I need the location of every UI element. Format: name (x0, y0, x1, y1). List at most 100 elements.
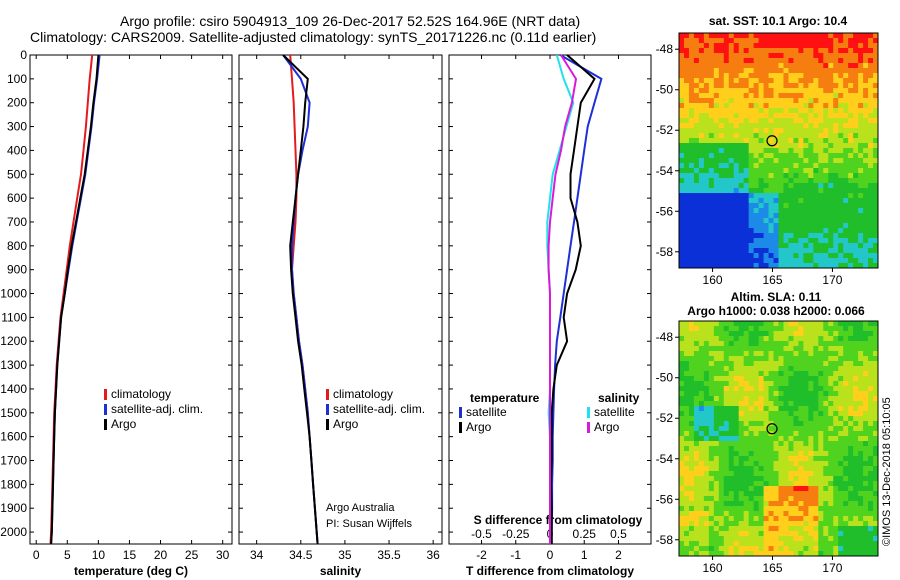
x2-axis-label: S difference from climatology (474, 513, 643, 527)
map-frame (678, 32, 879, 269)
map-raster (679, 33, 878, 268)
difference-profile: -2 -1 0 1 2 T difference from climatology S di… (448, 54, 652, 578)
map-y-tick-label: -52 (656, 123, 674, 137)
x2-tick-label: -0.25 (502, 527, 530, 541)
legend-swatch (326, 419, 329, 430)
y-tick-label: 1300 (0, 358, 27, 372)
sla-map-title: Altim. SLA: 0.11 (731, 290, 822, 304)
x2-tick-label: 0.25 (573, 527, 597, 541)
x-tick-label: 2 (615, 548, 622, 562)
legend-swatch (587, 407, 590, 418)
series-argo (50, 54, 100, 545)
map-x-tick-label: 160 (703, 561, 723, 575)
temperature-profile: 0100200300400500600700800900100011001200… (0, 48, 233, 578)
map-y-tick-label: -48 (656, 330, 674, 344)
legend-label: Argo (111, 417, 137, 431)
series-satellite-adj-clim- (50, 54, 101, 545)
y-tick-label: 1600 (0, 430, 27, 444)
x-tick-label: 1 (581, 548, 588, 562)
legend-label: climatology (111, 387, 171, 401)
map-y-tick-label: -50 (656, 371, 674, 385)
map-x-tick-label: 165 (762, 273, 782, 287)
map-x-tick-label: 165 (762, 561, 782, 575)
legend-label: Argo (594, 420, 620, 434)
x-tick-label: 25 (185, 548, 199, 562)
x-tick-label: 20 (154, 548, 168, 562)
y-tick-label: 1700 (0, 454, 27, 468)
legend-swatch (459, 422, 462, 433)
legend-swatch (104, 389, 107, 400)
y-tick-label: 1400 (0, 382, 27, 396)
x-tick-label: 5 (64, 548, 71, 562)
x-tick-label: 0 (547, 548, 554, 562)
y-tick-label: 2000 (0, 525, 27, 539)
x-axis-label: temperature (deg C) (74, 564, 188, 578)
map-y-tick-label: -54 (656, 452, 674, 466)
map-raster (679, 321, 878, 556)
map-frame (678, 320, 879, 557)
y-tick-label: 1000 (0, 287, 27, 301)
y-tick-label: 1900 (0, 501, 27, 515)
x-tick-label: 0 (33, 548, 40, 562)
x-tick-label: -2 (476, 548, 487, 562)
x2-tick-label: 0.5 (610, 527, 627, 541)
x-axis-label: T difference from climatology (466, 564, 634, 578)
credit-line1: Argo Australia (326, 502, 395, 514)
sla-map: 160 165 170 -48 -50 -52 -54 -56 -58 Altim. SLA: 0… (656, 290, 879, 575)
legend-label: satellite (466, 405, 507, 419)
x-tick-label: -1 (510, 548, 521, 562)
y-tick-label: 1100 (1, 310, 27, 324)
x-tick-label: 36 (426, 548, 440, 562)
map-y-tick-label: -52 (656, 411, 674, 425)
map-x-tick-label: 170 (822, 561, 842, 575)
argo-location-marker (766, 423, 778, 435)
plot-frame (29, 54, 233, 545)
legend-label: satellite (594, 405, 635, 419)
x-axis-label: salinity (320, 564, 362, 578)
y-tick-label: 300 (7, 120, 27, 134)
sst-map-title: sat. SST: 10.1 Argo: 10.4 (709, 14, 848, 28)
x2-tick-label: -0.5 (471, 527, 492, 541)
y-tick-label: 1200 (0, 334, 27, 348)
x-tick-label: 34 (250, 548, 264, 562)
y-tick-label: 600 (7, 191, 27, 205)
legend-swatch (104, 419, 107, 430)
legend-label: satellite-adj. clim. (111, 402, 203, 416)
legend-title-temperature: temperature (470, 391, 540, 405)
credit-line2: PI: Susan Wijffels (326, 518, 412, 530)
x-tick-label: 30 (216, 548, 230, 562)
y-tick-label: 800 (7, 239, 27, 253)
y-tick-label: 0 (20, 48, 27, 62)
y-tick-label: 200 (7, 96, 27, 110)
y-tick-label: 100 (7, 72, 27, 86)
series-t-argo (549, 54, 596, 544)
map-y-tick-label: -48 (656, 42, 674, 56)
figure-title-line1: Argo profile: csiro 5904913_109 26-Dec-2… (120, 13, 581, 29)
argo-location-marker (766, 135, 778, 147)
legend-swatch (104, 404, 107, 415)
x-tick-label: 34.5 (289, 548, 313, 562)
salinity-profile: 34 34.5 35 35.5 36 salinity climatologysatelli… (238, 54, 443, 578)
x-tick-label: 15 (123, 548, 137, 562)
figure-title-line2: Climatology: CARS2009. Satellite-adjuste… (30, 29, 597, 45)
x-tick-label: 10 (92, 548, 106, 562)
y-tick-label: 1500 (0, 406, 27, 420)
x-tick-label: 35.5 (377, 548, 401, 562)
sla-map-subtitle: Argo h1000: 0.038 h2000: 0.066 (687, 304, 865, 318)
series-argo (282, 54, 319, 545)
legend-label: Argo (466, 420, 492, 434)
legend-label: climatology (333, 387, 393, 401)
y-tick-label: 900 (7, 263, 27, 277)
series-s-argo (547, 54, 578, 544)
map-x-tick-label: 170 (822, 273, 842, 287)
legend-swatch (587, 422, 590, 433)
map-x-tick-label: 160 (703, 273, 723, 287)
map-y-tick-label: -56 (656, 204, 674, 218)
y-tick-label: 1800 (0, 477, 27, 491)
y-tick-label: 500 (7, 167, 27, 181)
legend-swatch (326, 389, 329, 400)
map-y-tick-label: -54 (656, 164, 674, 178)
y-tick-label: 700 (7, 215, 27, 229)
legend-swatch (459, 407, 462, 418)
